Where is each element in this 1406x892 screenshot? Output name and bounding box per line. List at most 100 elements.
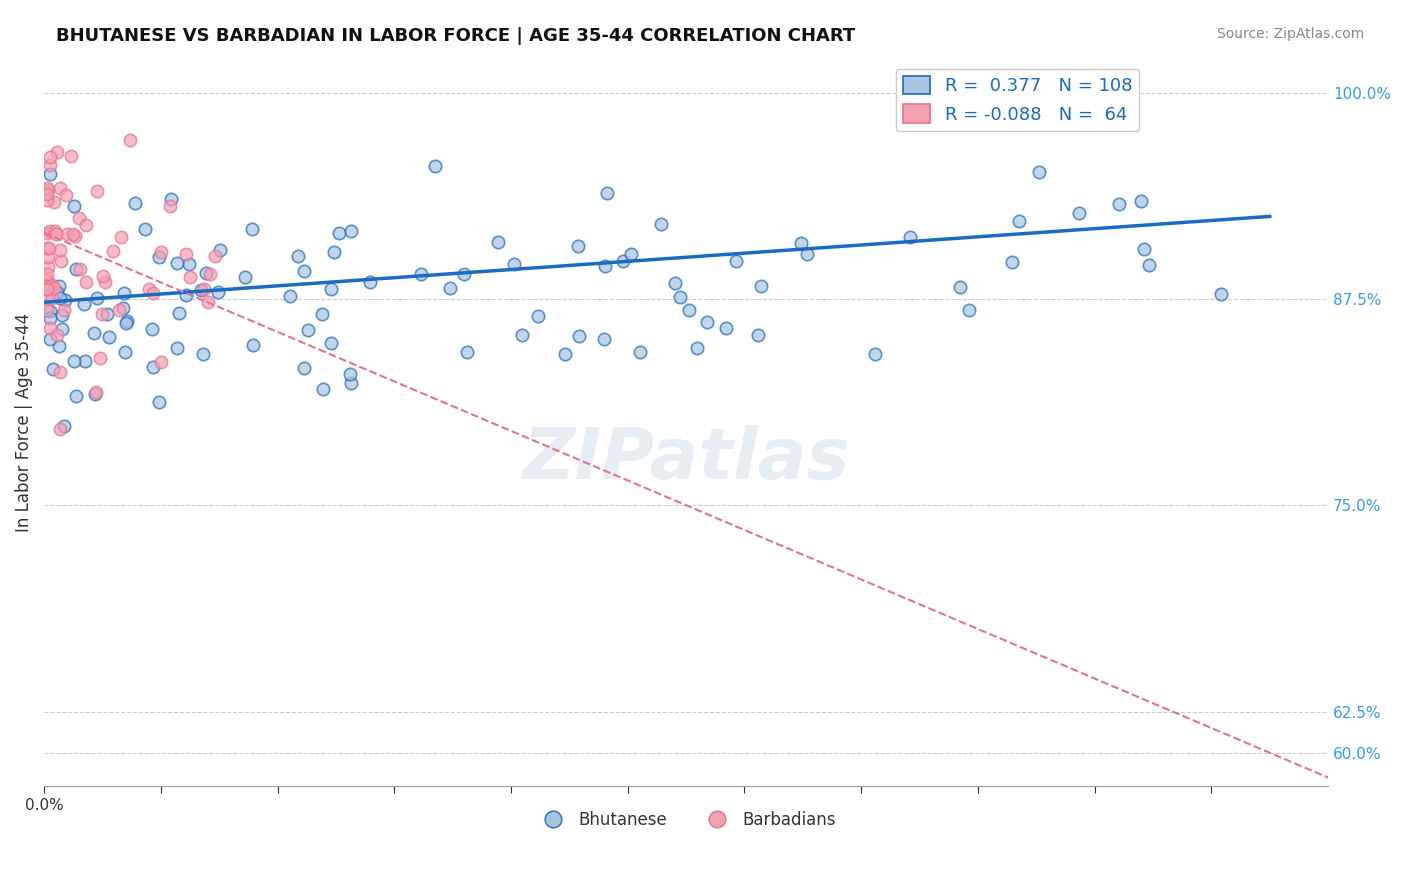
Point (37, 183, 59, 197)
Point (56, 227, 79, 242)
Point (141, 322, 163, 336)
Point (179, 270, 201, 285)
Point (593, 259, 616, 273)
Point (323, 244, 346, 259)
Point (593, 332, 616, 346)
Point (89, 351, 111, 365)
Point (174, 288, 197, 302)
Point (200, 268, 222, 282)
Point (1130, 194, 1153, 208)
Point (197, 295, 219, 310)
Point (148, 395, 170, 409)
Point (39, 167, 62, 181)
Point (41, 291, 63, 305)
Point (177, 257, 200, 271)
Point (725, 254, 748, 268)
Point (148, 250, 170, 264)
Point (142, 360, 165, 375)
Point (696, 315, 718, 329)
Point (35, 193, 58, 207)
Point (167, 306, 190, 320)
Point (39, 158, 62, 172)
Point (319, 335, 342, 350)
Point (39, 303, 62, 318)
Point (38, 241, 60, 255)
Legend: Bhutanese, Barbadians: Bhutanese, Barbadians (530, 805, 842, 836)
Point (60, 149, 83, 163)
Point (957, 303, 980, 318)
Point (287, 249, 309, 263)
Point (359, 275, 381, 289)
Point (191, 347, 214, 361)
Point (134, 222, 156, 236)
Point (65, 229, 87, 244)
Point (69, 262, 91, 277)
Point (39, 224, 62, 238)
Point (90, 307, 112, 321)
Point (49, 253, 72, 268)
Point (63, 354, 86, 368)
Point (159, 199, 181, 213)
Point (456, 345, 478, 359)
Point (1133, 242, 1156, 256)
Point (48, 339, 70, 353)
Point (1108, 196, 1130, 211)
Point (612, 254, 634, 268)
Point (207, 285, 229, 299)
Point (340, 376, 363, 390)
Point (865, 347, 887, 361)
Point (409, 267, 432, 281)
Point (149, 244, 172, 259)
Point (44, 225, 66, 239)
Point (39, 150, 62, 164)
Text: BHUTANESE VS BARBADIAN IN LABOR FORCE | AGE 35-44 CORRELATION CHART: BHUTANESE VS BARBADIAN IN LABOR FORCE | … (56, 27, 855, 45)
Point (65, 262, 87, 277)
Point (209, 243, 232, 257)
Point (486, 235, 509, 249)
Point (62, 227, 84, 241)
Point (439, 281, 461, 295)
Point (311, 307, 333, 321)
Point (949, 280, 972, 294)
Point (49, 422, 72, 436)
Point (453, 267, 475, 281)
Point (678, 303, 700, 318)
Point (790, 235, 813, 250)
Point (142, 286, 165, 301)
Point (55, 188, 77, 202)
Point (166, 341, 188, 355)
Point (1008, 214, 1031, 228)
Point (115, 314, 138, 328)
Point (340, 224, 363, 238)
Point (35, 273, 58, 287)
Point (35, 186, 58, 201)
Point (278, 289, 301, 303)
Point (195, 266, 218, 280)
Point (42, 194, 65, 209)
Point (45, 145, 67, 160)
Point (73, 297, 96, 311)
Point (46, 285, 69, 300)
Point (628, 345, 651, 359)
Point (39, 321, 62, 335)
Point (796, 247, 818, 261)
Point (75, 353, 97, 368)
Point (595, 186, 617, 200)
Point (37, 260, 59, 274)
Point (118, 133, 141, 147)
Point (75, 275, 97, 289)
Point (749, 279, 772, 293)
Point (898, 229, 921, 244)
Point (176, 247, 198, 261)
Point (650, 217, 672, 231)
Point (37, 267, 59, 281)
Point (86, 292, 108, 306)
Point (44, 281, 66, 295)
Point (294, 361, 316, 376)
Y-axis label: In Labor Force | Age 35-44: In Labor Force | Age 35-44 (15, 313, 32, 533)
Point (35, 181, 58, 195)
Point (112, 285, 135, 300)
Point (669, 290, 692, 304)
Point (45, 227, 67, 241)
Point (49, 181, 72, 195)
